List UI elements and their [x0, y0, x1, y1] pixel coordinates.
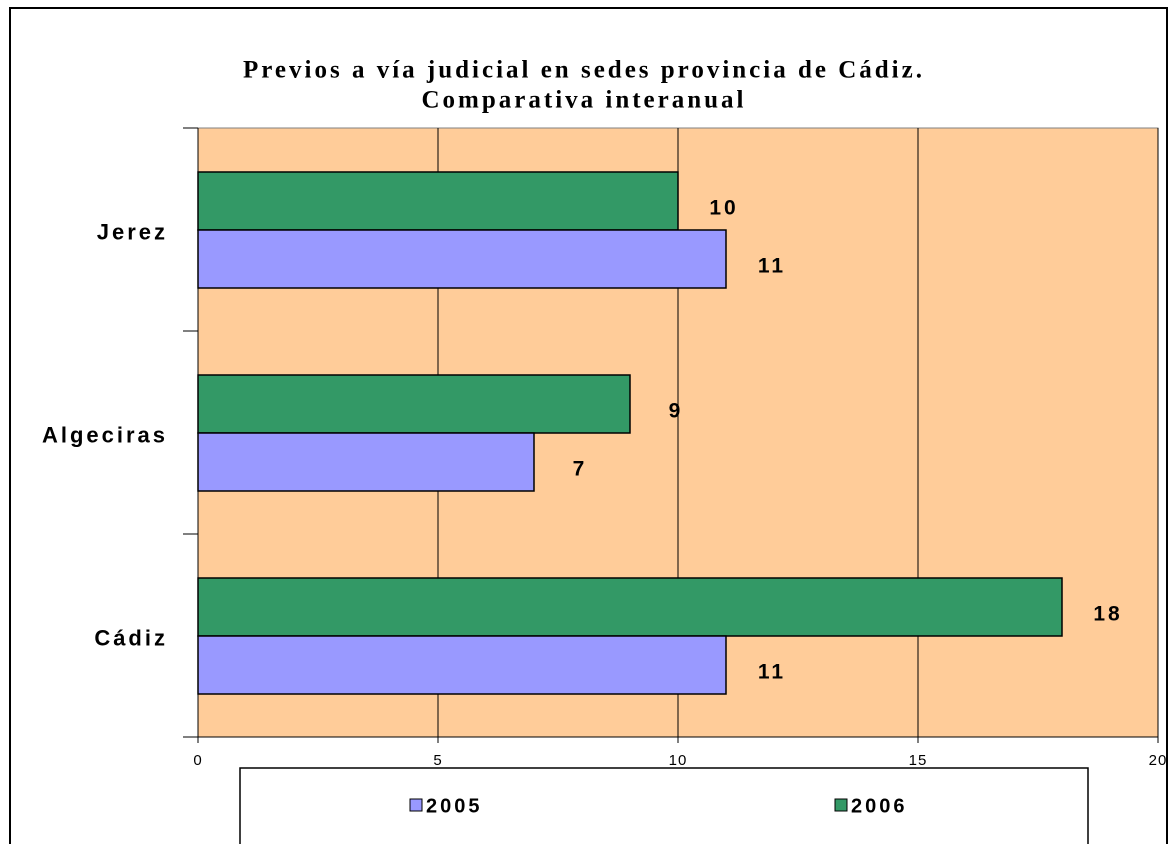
x-tick-label: 5: [433, 752, 442, 769]
value-label: 9: [669, 400, 684, 423]
bar: [197, 577, 1063, 637]
value-label: 7: [573, 458, 588, 481]
value-label: 18: [1093, 603, 1122, 626]
x-tick-label: 10: [669, 752, 688, 769]
chart-title: Previos a vía judicial en sedes provinci…: [243, 57, 925, 84]
y-tick-label: Cádiz: [94, 625, 168, 650]
x-tick-label: 15: [909, 752, 928, 769]
value-label: 10: [709, 197, 738, 220]
legend-swatch: [834, 798, 848, 812]
bar: [197, 229, 727, 289]
value-label: 11: [758, 661, 786, 684]
x-tick-label: 0: [193, 752, 202, 769]
bar: [197, 635, 727, 695]
legend-label: 2006: [851, 795, 908, 817]
bar: [197, 171, 679, 231]
legend-label: 2005: [426, 795, 483, 817]
bar: [197, 432, 535, 492]
y-tick-label: Jerez: [97, 219, 168, 244]
x-tick-label: 20: [1149, 752, 1168, 769]
y-tick-label: Algeciras: [42, 422, 168, 447]
chart-title: Comparativa interanual: [421, 87, 746, 114]
bar: [197, 374, 631, 434]
legend-swatch: [409, 798, 423, 812]
legend: [239, 767, 1089, 844]
value-label: 11: [758, 255, 786, 278]
